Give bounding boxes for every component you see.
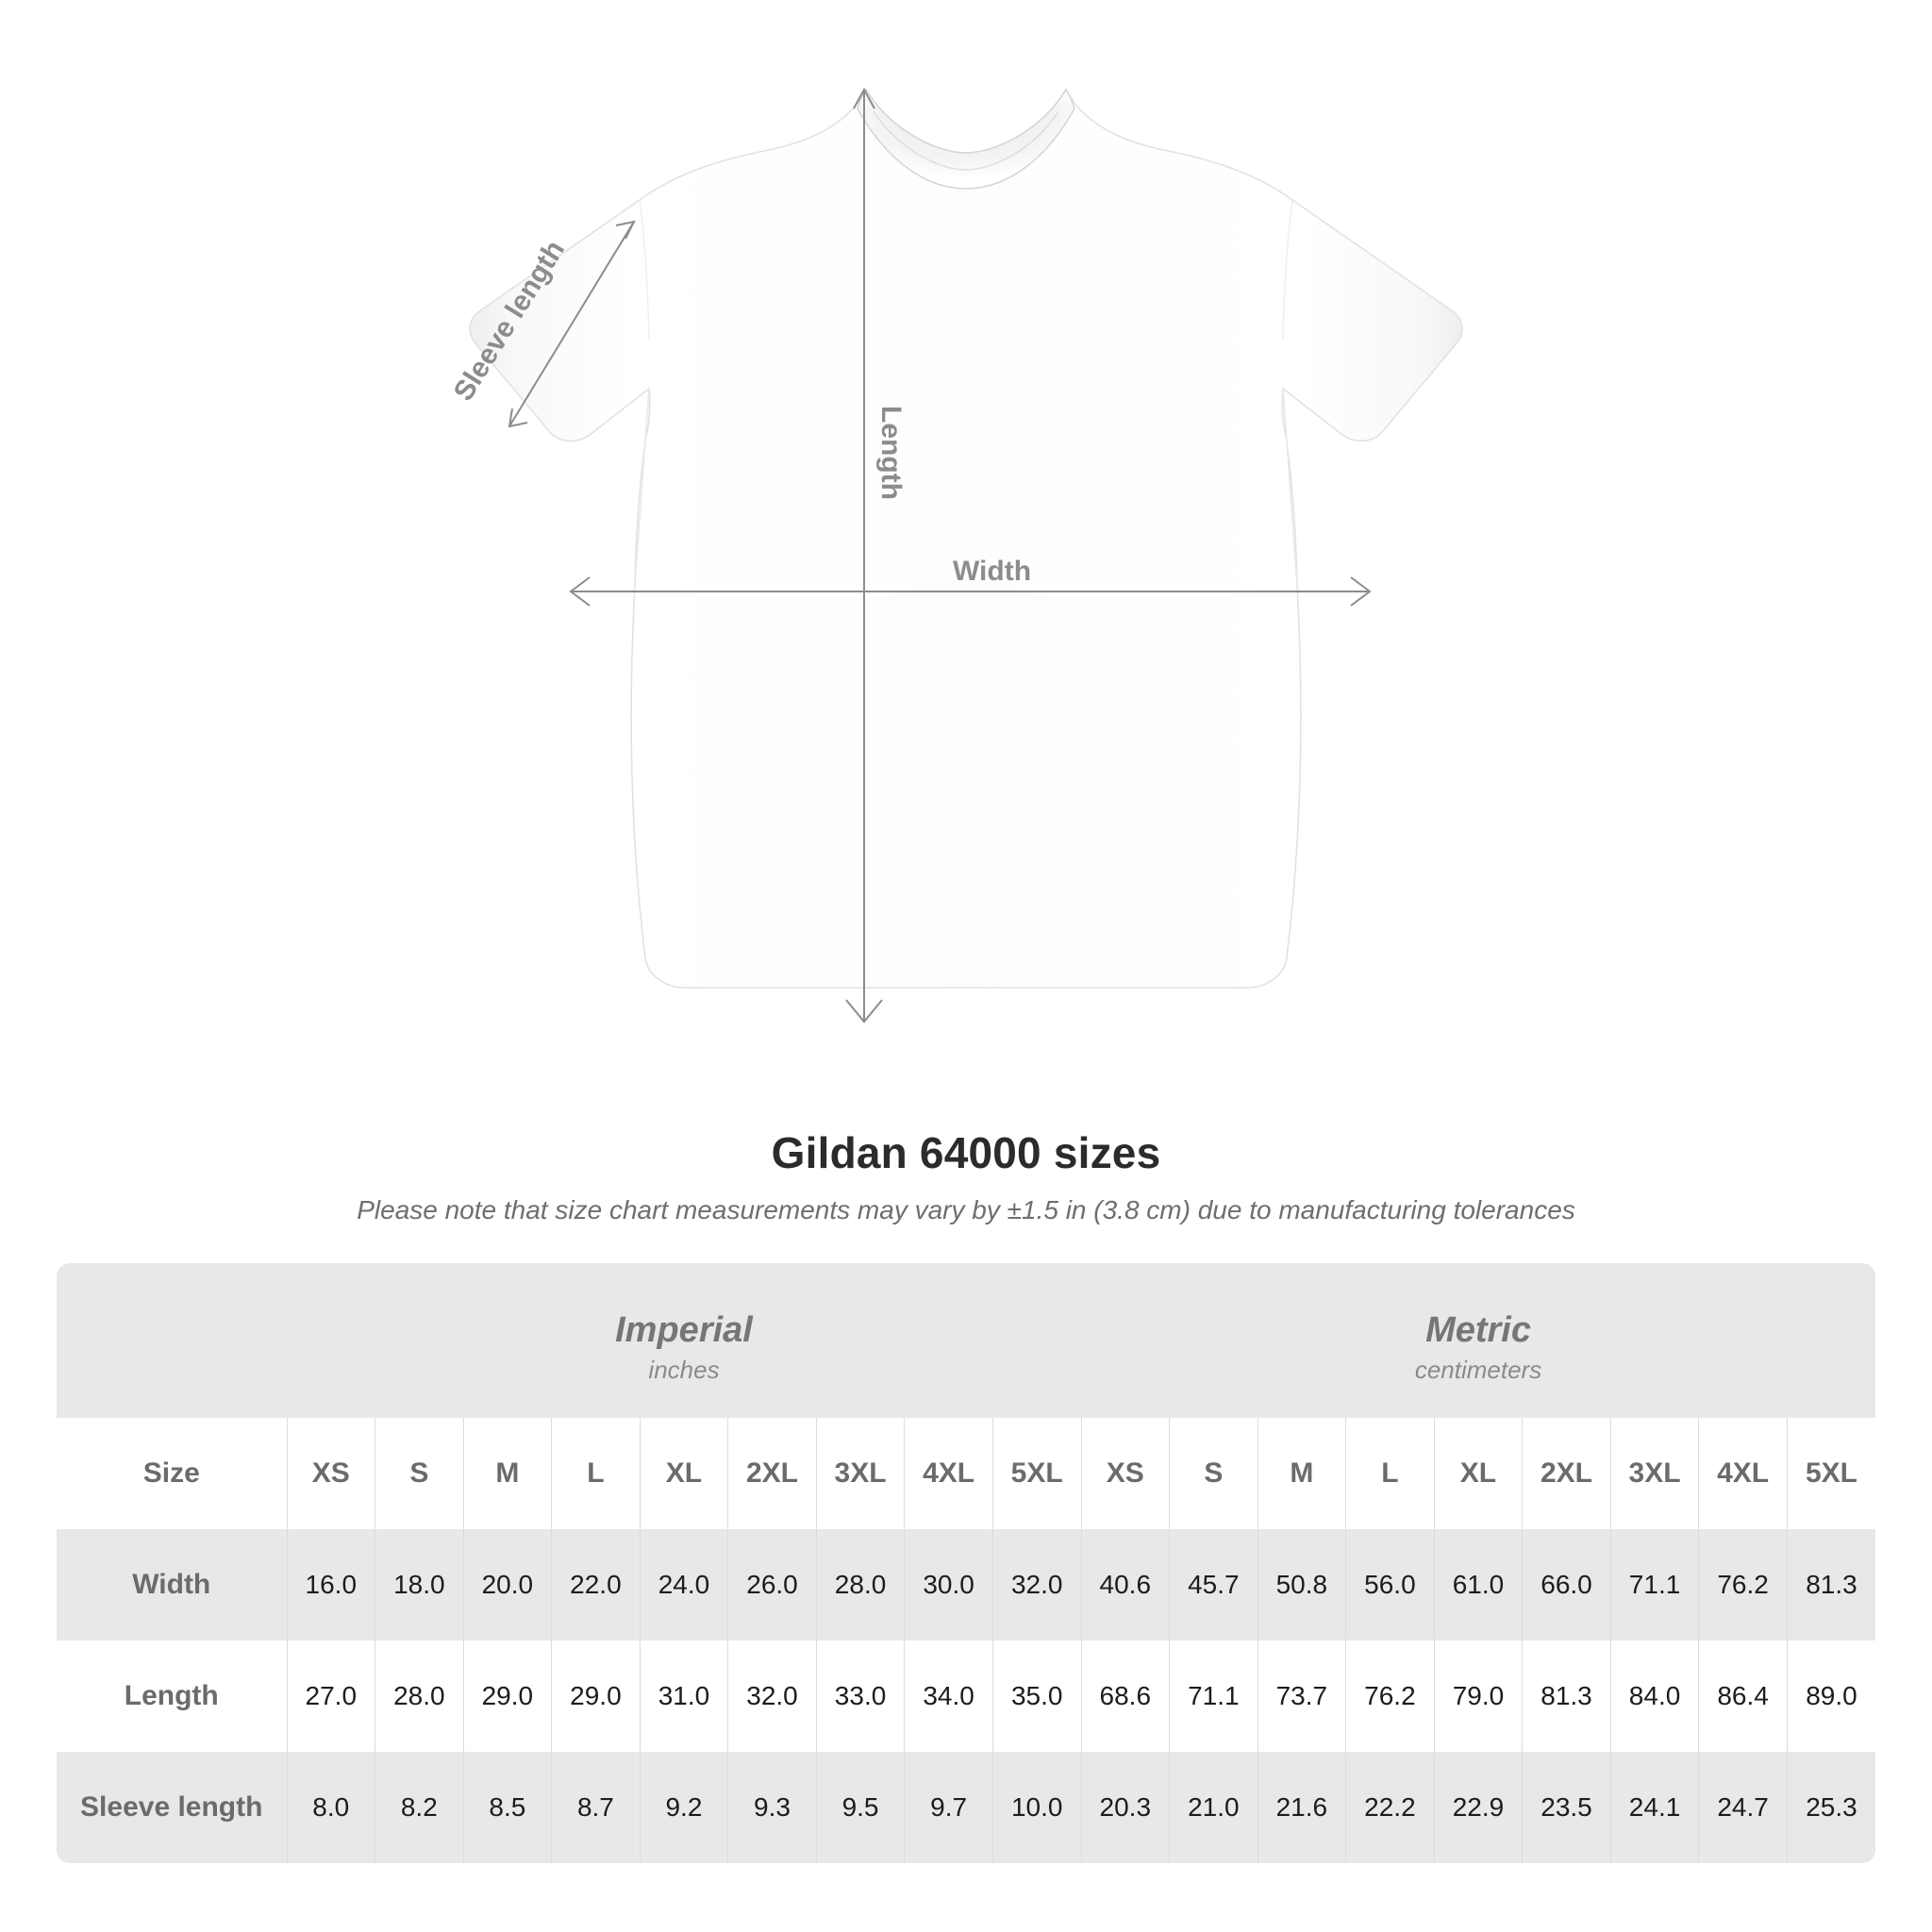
svg-text:Length: Length bbox=[875, 406, 907, 500]
svg-text:Width: Width bbox=[953, 556, 1031, 587]
